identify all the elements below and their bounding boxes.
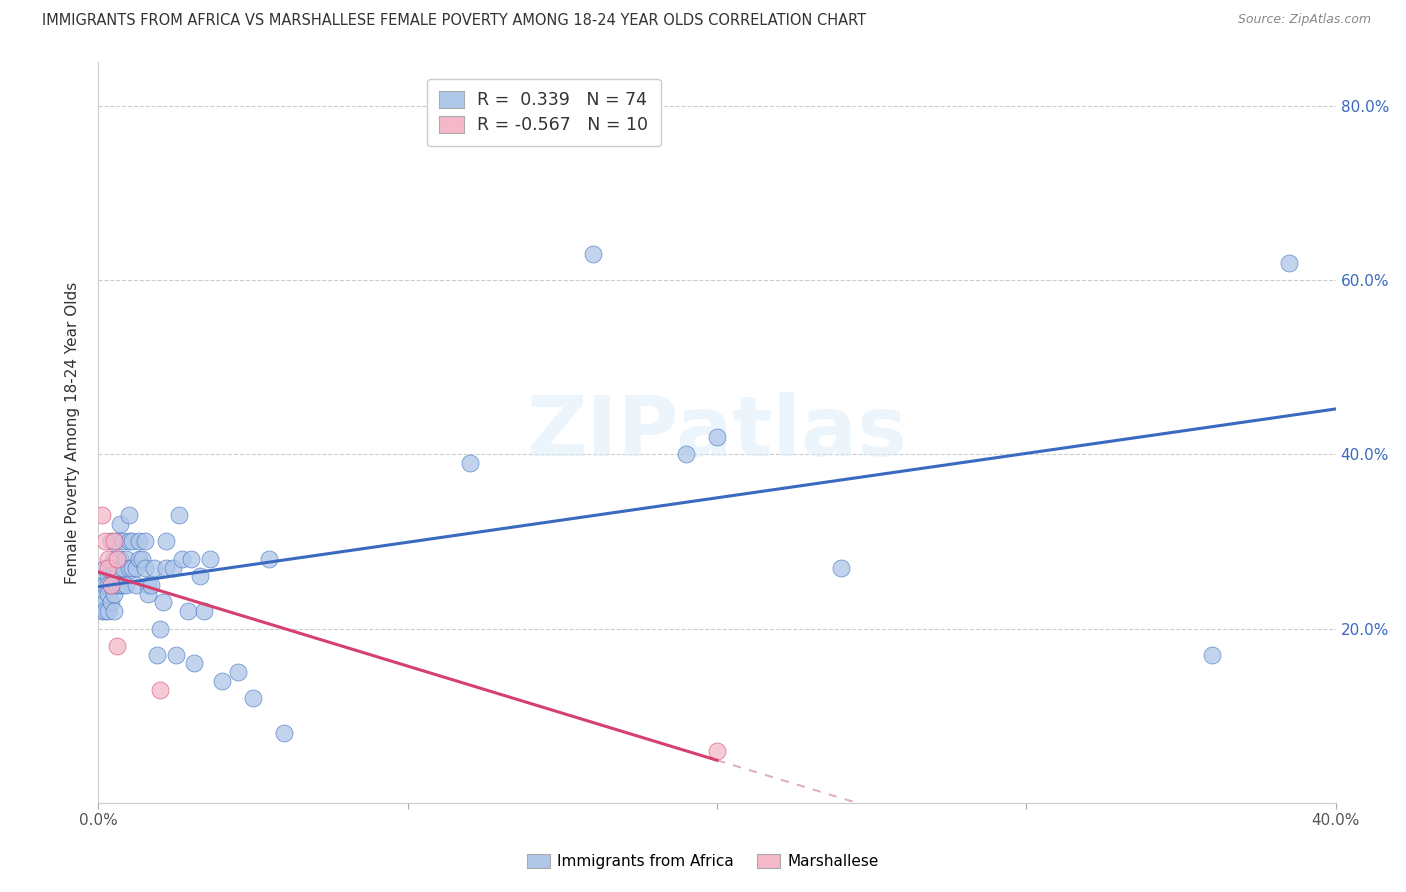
Point [162,560,184,574]
Point [149,622,172,636]
Point [242,691,264,706]
Point [93,604,115,618]
Point [103,534,125,549]
Point [115,578,138,592]
Point [131,552,153,566]
Point [706,430,728,444]
Point [211,673,233,688]
Point [136,587,159,601]
Point [97,552,120,566]
Point [675,447,697,461]
Point [155,560,177,574]
Point [582,247,605,261]
Point [100,578,122,592]
Point [112,578,135,592]
Point [108,552,131,566]
Point [121,534,143,549]
Point [143,560,166,574]
Point [183,657,205,671]
Point [93,578,115,592]
Point [273,726,295,740]
Point [103,604,125,618]
Point [105,560,128,574]
Point [124,560,146,574]
Point [103,587,125,601]
Point [105,552,128,566]
Point [103,578,125,592]
Point [706,743,728,757]
Text: Source: ZipAtlas.com: Source: ZipAtlas.com [1237,13,1371,27]
Point [103,552,125,566]
Point [93,560,115,574]
Point [97,560,120,574]
Point [115,552,138,566]
Point [170,552,193,566]
Point [118,534,141,549]
Point [146,648,169,662]
Point [103,560,125,574]
Legend: Immigrants from Africa, Marshallese: Immigrants from Africa, Marshallese [520,848,886,875]
Point [121,560,143,574]
Point [198,552,221,566]
Point [90,587,112,601]
Point [97,578,120,592]
Y-axis label: Female Poverty Among 18-24 Year Olds: Female Poverty Among 18-24 Year Olds [65,282,80,583]
Point [112,560,135,574]
Point [128,552,150,566]
Point [100,560,122,574]
Point [190,569,212,583]
Point [180,552,202,566]
Point [112,534,135,549]
Point [830,560,852,574]
Point [128,534,150,549]
Point [97,569,120,583]
Point [105,639,128,653]
Point [458,456,481,470]
Text: IMMIGRANTS FROM AFRICA VS MARSHALLESE FEMALE POVERTY AMONG 18-24 YEAR OLDS CORRE: IMMIGRANTS FROM AFRICA VS MARSHALLESE FE… [42,13,866,29]
Point [177,604,200,618]
Text: ZIPatlas: ZIPatlas [527,392,907,473]
Point [108,517,131,532]
Point [100,534,122,549]
Point [257,552,280,566]
Point [118,560,141,574]
Point [90,508,112,523]
Legend: R =  0.339   N = 74, R = -0.567   N = 10: R = 0.339 N = 74, R = -0.567 N = 10 [427,78,661,146]
Point [100,578,122,592]
Point [97,587,120,601]
Point [105,534,128,549]
Point [105,578,128,592]
Point [124,578,146,592]
Point [93,595,115,609]
Point [100,595,122,609]
Point [155,534,177,549]
Point [118,508,141,523]
Point [134,534,156,549]
Point [134,560,156,574]
Point [1201,648,1223,662]
Point [108,578,131,592]
Point [165,648,187,662]
Point [226,665,249,680]
Point [193,604,215,618]
Point [90,604,112,618]
Point [97,604,120,618]
Point [139,578,162,592]
Point [167,508,190,523]
Point [152,595,174,609]
Point [149,682,172,697]
Point [1278,256,1301,270]
Point [90,578,112,592]
Point [136,578,159,592]
Point [93,534,115,549]
